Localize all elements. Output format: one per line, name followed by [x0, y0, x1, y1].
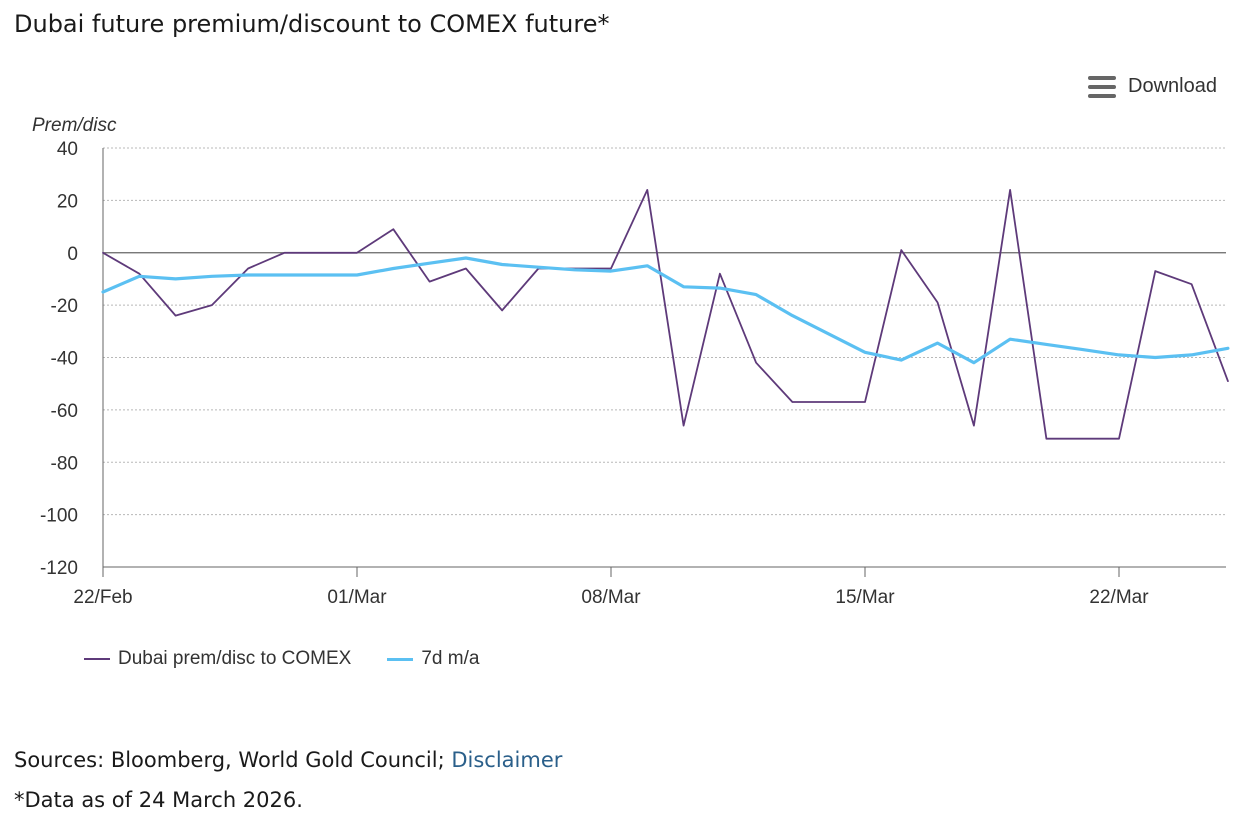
- x-tick-labels: 22/Feb 01/Mar 08/Mar 15/Mar 22/Mar: [73, 567, 1149, 608]
- y-tick-label: 20: [57, 191, 78, 212]
- x-tick-label: 08/Mar: [581, 587, 641, 608]
- y-tick-label: -40: [51, 349, 78, 370]
- series-line-dubai: [102, 189, 1229, 440]
- x-tick-label: 22/Mar: [1089, 587, 1149, 608]
- y-tick-label: -120: [40, 558, 78, 579]
- y-axis-label: Prem/disc: [32, 115, 117, 136]
- gridlines: [102, 147, 1226, 568]
- y-tick-labels: 40 20 0 -20 -40 -60 -80 -100 -120: [40, 139, 78, 579]
- y-tick-label: 40: [57, 139, 78, 160]
- y-tick-label: 0: [67, 244, 78, 265]
- sources-note: Sources: Bloomberg, World Gold Council; …: [14, 748, 562, 772]
- legend-label-ma: 7d m/a: [421, 648, 480, 669]
- legend-label-dubai: Dubai prem/disc to COMEX: [118, 648, 352, 669]
- disclaimer-link[interactable]: Disclaimer: [451, 748, 563, 772]
- y-tick-label: -60: [51, 401, 78, 422]
- download-label: Download: [1128, 75, 1217, 97]
- line-chart: Prem/disc 40 20 0 -20 -40 -60 -80 -100 -120 22/F…: [32, 115, 1230, 608]
- legend-swatch-ma: [387, 657, 414, 661]
- download-button[interactable]: Download: [1088, 75, 1217, 98]
- legend-item-ma[interactable]: 7d m/a: [387, 648, 479, 670]
- y-tick-label: -20: [51, 296, 78, 317]
- series-line-7d-ma: [101, 256, 1230, 365]
- menu-icon: [1088, 75, 1117, 98]
- legend: Dubai prem/disc to COMEX 7d m/a: [84, 648, 515, 670]
- x-tick-label: 01/Mar: [327, 587, 387, 608]
- legend-swatch-dubai: [84, 658, 110, 660]
- x-tick-label: 15/Mar: [835, 587, 895, 608]
- x-tick-label: 22/Feb: [73, 587, 132, 608]
- legend-item-dubai[interactable]: Dubai prem/disc to COMEX: [84, 648, 351, 670]
- sources-text: Sources: Bloomberg, World Gold Council;: [14, 748, 452, 772]
- series-lines: [101, 189, 1230, 440]
- y-tick-label: -100: [40, 506, 78, 527]
- data-as-of-note: *Data as of 24 March 2026.: [14, 788, 303, 812]
- y-tick-label: -80: [51, 453, 78, 474]
- page-title: Dubai future premium/discount to COMEX f…: [14, 10, 610, 38]
